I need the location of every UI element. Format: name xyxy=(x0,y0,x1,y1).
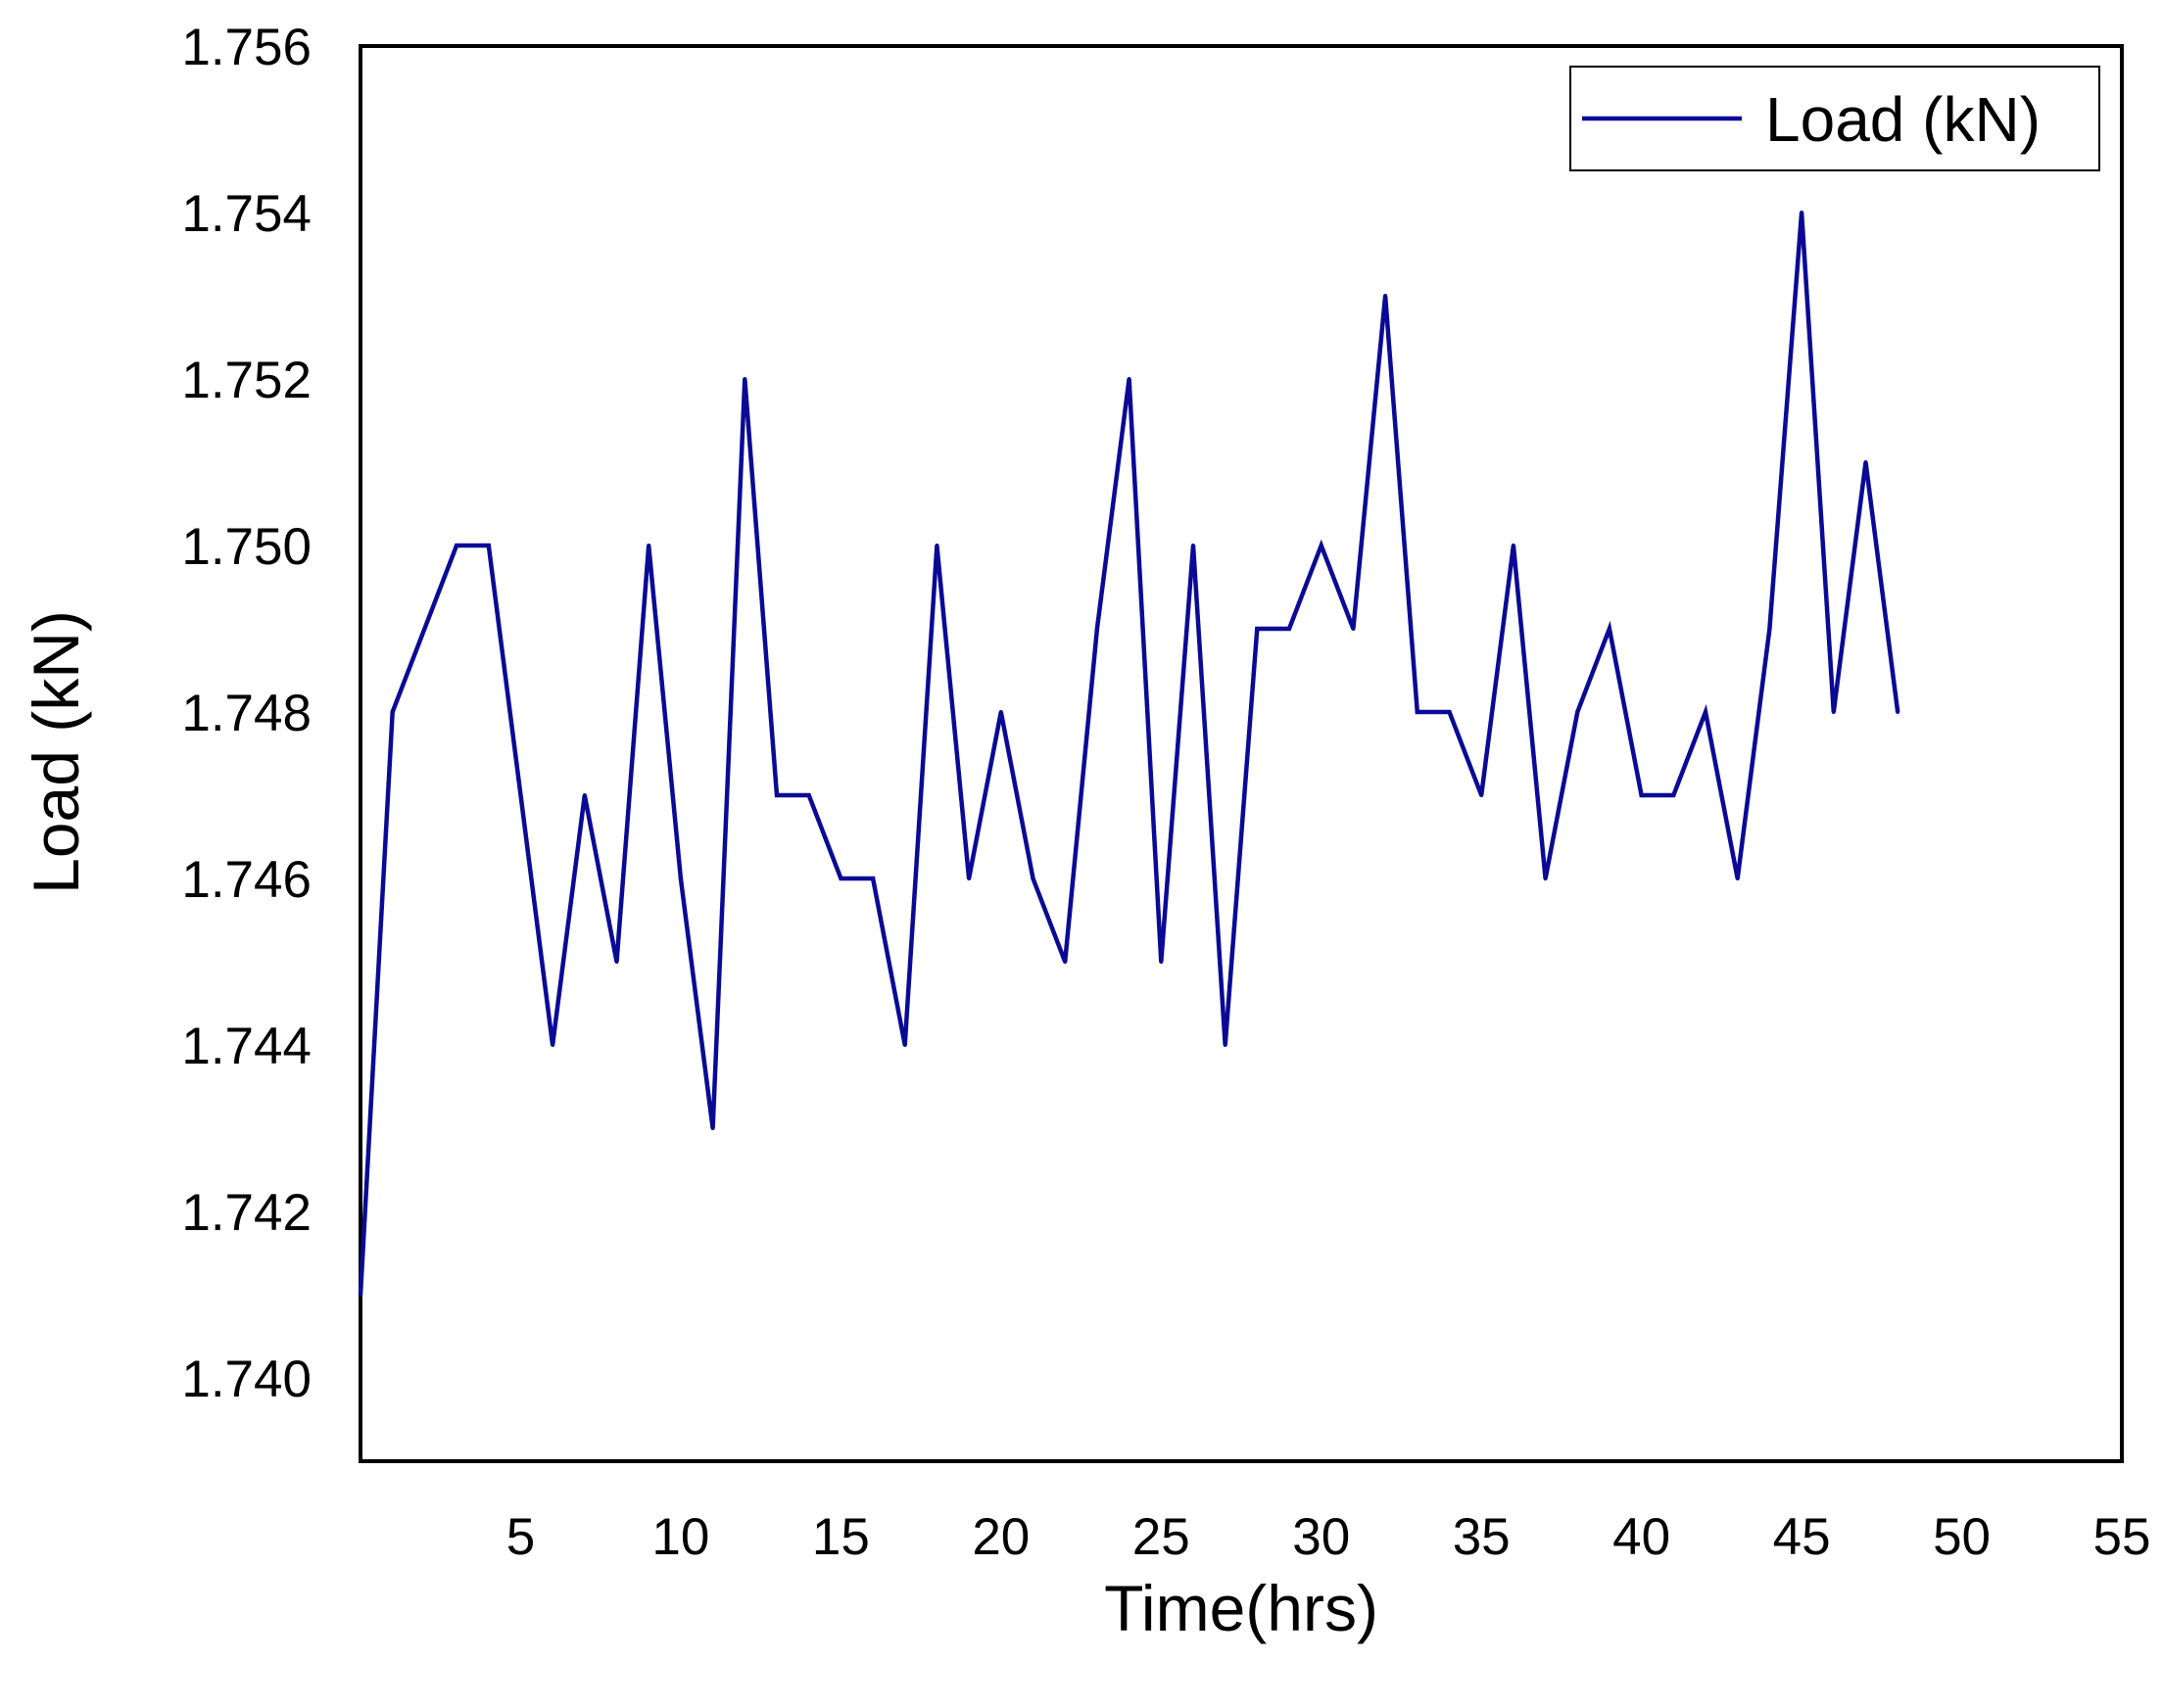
data-point xyxy=(967,877,972,880)
y-tick-label: 1.756 xyxy=(181,19,312,76)
data-point xyxy=(455,544,459,547)
data-point xyxy=(1896,710,1900,714)
data-point xyxy=(678,877,683,880)
x-axis-ticks: 5 10 15 20 25 30 35 40 45 50 55 xyxy=(506,1508,2151,1566)
data-point xyxy=(1127,377,1131,381)
y-tick-label: 1.750 xyxy=(181,518,312,576)
data-point xyxy=(1031,877,1035,880)
y-axis-title: Load (kN) xyxy=(20,610,92,894)
legend: Load (kN) xyxy=(1569,66,2100,171)
y-tick-label: 1.742 xyxy=(181,1184,312,1242)
data-points xyxy=(359,211,1900,1297)
data-point xyxy=(1287,627,1292,631)
x-tick-label: 5 xyxy=(506,1508,535,1566)
data-point xyxy=(486,544,491,547)
data-point xyxy=(902,1043,907,1047)
data-point xyxy=(1223,1043,1227,1047)
x-tick-label: 25 xyxy=(1132,1508,1190,1566)
data-point xyxy=(806,793,811,797)
y-tick-label: 1.740 xyxy=(181,1351,312,1408)
data-point xyxy=(1543,877,1548,880)
data-point xyxy=(1063,960,1068,964)
y-tick-label: 1.746 xyxy=(181,851,312,909)
data-point xyxy=(1255,627,1260,631)
data-point xyxy=(518,793,523,797)
data-point xyxy=(1575,710,1580,714)
data-point xyxy=(774,793,779,797)
data-point xyxy=(1735,877,1740,880)
data-point xyxy=(422,627,427,631)
data-point xyxy=(871,877,876,880)
data-point xyxy=(743,377,747,381)
data-point xyxy=(359,1293,362,1297)
data-point xyxy=(1639,793,1644,797)
data-point xyxy=(1479,793,1484,797)
data-point xyxy=(998,710,1003,714)
x-tick-label: 50 xyxy=(1933,1508,1991,1566)
data-point xyxy=(1319,544,1323,547)
data-point xyxy=(1447,710,1452,714)
data-point xyxy=(1511,544,1515,547)
data-point xyxy=(1863,460,1868,464)
x-tick-label: 30 xyxy=(1292,1508,1350,1566)
data-point xyxy=(1767,627,1772,631)
y-tick-label: 1.748 xyxy=(181,685,312,742)
data-point xyxy=(1159,960,1164,964)
data-point xyxy=(1607,627,1611,631)
data-point xyxy=(1831,710,1836,714)
data-point xyxy=(1415,710,1419,714)
data-point xyxy=(935,544,939,547)
data-point xyxy=(1671,793,1676,797)
data-point xyxy=(551,1043,555,1047)
x-tick-label: 35 xyxy=(1453,1508,1511,1566)
plot-frame xyxy=(359,44,2124,1463)
x-tick-label: 10 xyxy=(651,1508,709,1566)
data-point xyxy=(839,877,843,880)
y-axis-ticks: 1.740 1.742 1.744 1.746 1.748 1.750 1.752 1.754… xyxy=(181,19,312,1408)
y-tick-label: 1.754 xyxy=(181,185,312,243)
data-point xyxy=(614,960,619,964)
data-point xyxy=(1094,627,1099,631)
data-point xyxy=(1351,627,1356,631)
y-tick-label: 1.744 xyxy=(181,1018,312,1075)
data-point xyxy=(582,793,587,797)
x-tick-label: 40 xyxy=(1612,1508,1670,1566)
x-tick-label: 20 xyxy=(972,1508,1030,1566)
data-point xyxy=(647,544,651,547)
x-axis-title: Time(hrs) xyxy=(1104,1572,1378,1644)
data-point xyxy=(1190,544,1195,547)
data-point xyxy=(390,710,395,714)
x-tick-label: 45 xyxy=(1773,1508,1831,1566)
data-point xyxy=(710,1126,715,1130)
data-point xyxy=(1800,211,1804,214)
series-line-load xyxy=(358,212,1900,1296)
x-tick-label: 55 xyxy=(2093,1508,2151,1566)
y-tick-label: 1.752 xyxy=(181,352,312,409)
data-point xyxy=(1704,710,1708,714)
data-point xyxy=(1383,294,1388,298)
legend-label-load: Load (kN) xyxy=(1765,84,2041,155)
x-tick-label: 15 xyxy=(812,1508,870,1566)
